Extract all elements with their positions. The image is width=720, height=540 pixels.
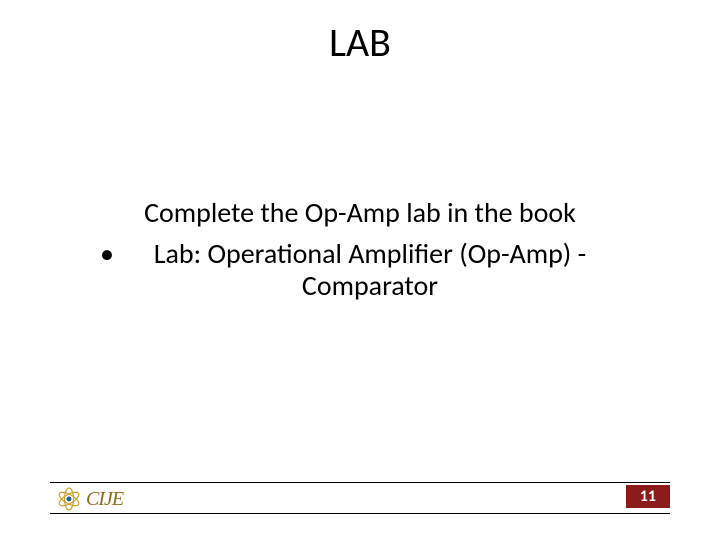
slide: LAB Complete the Op-Amp lab in the book … [0,0,720,540]
footer-lines [50,482,670,514]
slide-title: LAB [0,18,720,67]
logo-text: CIJE [86,488,123,511]
bullet-text: Lab: Operational Amplifier (Op-Amp) - Co… [120,238,620,302]
bullet-marker: • [100,238,114,270]
logo: CIJE [56,486,123,512]
atom-icon [56,486,82,512]
page-number-badge: 11 [626,485,670,508]
slide-content: Complete the Op-Amp lab in the book • La… [0,195,720,302]
footer-line-bottom [50,513,670,514]
bullet-item: • Lab: Operational Amplifier (Op-Amp) - … [0,238,720,302]
slide-subtitle: Complete the Op-Amp lab in the book [0,195,720,230]
footer-line-top [50,482,670,483]
